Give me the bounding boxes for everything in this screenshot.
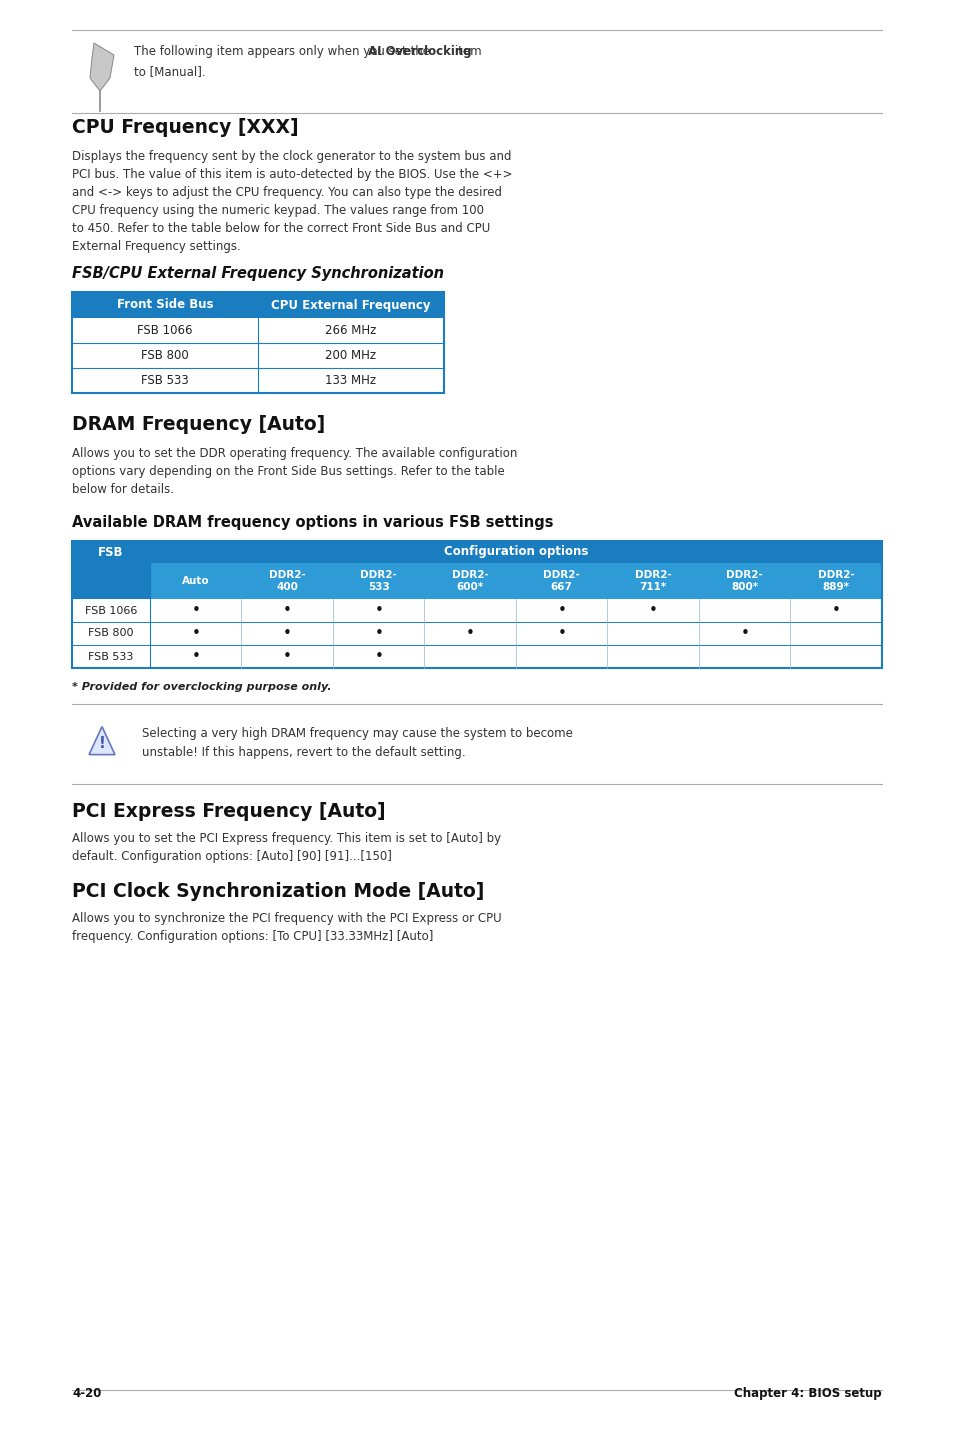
Text: Front Side Bus: Front Side Bus bbox=[116, 299, 213, 312]
Text: •: • bbox=[192, 603, 200, 618]
Bar bbox=[71, 344, 443, 368]
Bar bbox=[607, 564, 699, 600]
Text: Displays the frequency sent by the clock generator to the system bus and: Displays the frequency sent by the clock… bbox=[71, 150, 511, 162]
Text: PCI Express Frequency [Auto]: PCI Express Frequency [Auto] bbox=[71, 802, 385, 821]
Text: options vary depending on the Front Side Bus settings. Refer to the table: options vary depending on the Front Side… bbox=[71, 464, 504, 477]
Text: •: • bbox=[465, 626, 475, 641]
Bar bbox=[516, 564, 607, 600]
Text: item: item bbox=[450, 45, 481, 58]
Text: frequency. Configuration options: [To CPU] [33.33MHz] [Auto]: frequency. Configuration options: [To CP… bbox=[71, 930, 433, 943]
Text: FSB 533: FSB 533 bbox=[141, 374, 189, 387]
Bar bbox=[333, 564, 424, 600]
Text: 200 MHz: 200 MHz bbox=[325, 349, 376, 362]
Text: 4-20: 4-20 bbox=[71, 1388, 101, 1401]
Bar bbox=[71, 541, 882, 564]
Text: PCI Clock Synchronization Mode [Auto]: PCI Clock Synchronization Mode [Auto] bbox=[71, 881, 484, 902]
Text: DDR2-
600*: DDR2- 600* bbox=[452, 571, 488, 592]
Text: •: • bbox=[374, 649, 383, 664]
Bar bbox=[71, 368, 443, 393]
Text: •: • bbox=[192, 649, 200, 664]
Text: DDR2-
889*: DDR2- 889* bbox=[817, 571, 854, 592]
Text: •: • bbox=[557, 626, 565, 641]
Bar bbox=[71, 564, 150, 600]
Bar bbox=[71, 541, 882, 669]
Text: 266 MHz: 266 MHz bbox=[325, 324, 376, 336]
Text: FSB 800: FSB 800 bbox=[141, 349, 189, 362]
Text: Auto: Auto bbox=[182, 577, 210, 587]
Text: •: • bbox=[557, 603, 565, 618]
Bar bbox=[71, 623, 882, 646]
Text: Allows you to synchronize the PCI frequency with the PCI Express or CPU: Allows you to synchronize the PCI freque… bbox=[71, 912, 501, 925]
Text: Available DRAM frequency options in various FSB settings: Available DRAM frequency options in vari… bbox=[71, 515, 553, 531]
Text: Allows you to set the DDR operating frequency. The available configuration: Allows you to set the DDR operating freq… bbox=[71, 447, 517, 460]
Text: Chapter 4: BIOS setup: Chapter 4: BIOS setup bbox=[734, 1388, 882, 1401]
Polygon shape bbox=[89, 726, 115, 755]
Bar bbox=[71, 292, 443, 318]
Text: FSB 1066: FSB 1066 bbox=[137, 324, 193, 336]
Text: FSB: FSB bbox=[98, 545, 124, 558]
Text: !: ! bbox=[98, 736, 106, 752]
Bar bbox=[71, 600, 882, 623]
Text: DDR2-
400: DDR2- 400 bbox=[269, 571, 305, 592]
Polygon shape bbox=[90, 43, 113, 91]
Text: DRAM Frequency [Auto]: DRAM Frequency [Auto] bbox=[71, 416, 325, 434]
Text: •: • bbox=[740, 626, 748, 641]
Text: •: • bbox=[192, 626, 200, 641]
Text: and <-> keys to adjust the CPU frequency. You can also type the desired: and <-> keys to adjust the CPU frequency… bbox=[71, 186, 501, 198]
Text: DDR2-
711*: DDR2- 711* bbox=[634, 571, 671, 592]
Text: CPU frequency using the numeric keypad. The values range from 100: CPU frequency using the numeric keypad. … bbox=[71, 204, 483, 217]
Text: AI Overclocking: AI Overclocking bbox=[368, 45, 472, 58]
Text: FSB 533: FSB 533 bbox=[89, 651, 133, 661]
Text: •: • bbox=[282, 626, 292, 641]
Text: FSB/CPU External Frequency Synchronization: FSB/CPU External Frequency Synchronizati… bbox=[71, 266, 443, 280]
Text: below for details.: below for details. bbox=[71, 483, 173, 496]
Text: DDR2-
667: DDR2- 667 bbox=[543, 571, 579, 592]
Text: FSB 800: FSB 800 bbox=[89, 628, 133, 638]
Text: •: • bbox=[374, 626, 383, 641]
Text: •: • bbox=[374, 603, 383, 618]
Text: External Frequency settings.: External Frequency settings. bbox=[71, 240, 240, 253]
Bar bbox=[424, 564, 516, 600]
Text: •: • bbox=[282, 603, 292, 618]
Text: •: • bbox=[648, 603, 657, 618]
Text: 133 MHz: 133 MHz bbox=[325, 374, 376, 387]
Bar bbox=[71, 318, 443, 344]
Bar bbox=[71, 646, 882, 669]
Text: default. Configuration options: [Auto] [90] [91]...[150]: default. Configuration options: [Auto] [… bbox=[71, 850, 392, 863]
Text: Selecting a very high DRAM frequency may cause the system to become: Selecting a very high DRAM frequency may… bbox=[142, 728, 572, 741]
Text: DDR2-
800*: DDR2- 800* bbox=[725, 571, 762, 592]
Text: Configuration options: Configuration options bbox=[443, 545, 588, 558]
Text: PCI bus. The value of this item is auto-detected by the BIOS. Use the <+>: PCI bus. The value of this item is auto-… bbox=[71, 168, 512, 181]
Text: Allows you to set the PCI Express frequency. This item is set to [Auto] by: Allows you to set the PCI Express freque… bbox=[71, 833, 500, 846]
Bar bbox=[150, 564, 241, 600]
Text: FSB 1066: FSB 1066 bbox=[85, 605, 137, 615]
Bar bbox=[790, 564, 882, 600]
Text: * Provided for overclocking purpose only.: * Provided for overclocking purpose only… bbox=[71, 682, 331, 692]
Bar bbox=[71, 292, 443, 393]
Text: The following item appears only when you set the: The following item appears only when you… bbox=[133, 45, 434, 58]
Bar bbox=[241, 564, 333, 600]
Text: •: • bbox=[831, 603, 840, 618]
Text: CPU External Frequency: CPU External Frequency bbox=[271, 299, 431, 312]
Bar bbox=[699, 564, 790, 600]
Text: •: • bbox=[282, 649, 292, 664]
Text: to [Manual].: to [Manual]. bbox=[133, 65, 206, 78]
Text: DDR2-
533: DDR2- 533 bbox=[360, 571, 396, 592]
Text: unstable! If this happens, revert to the default setting.: unstable! If this happens, revert to the… bbox=[142, 746, 465, 759]
Text: to 450. Refer to the table below for the correct Front Side Bus and CPU: to 450. Refer to the table below for the… bbox=[71, 221, 490, 234]
Text: CPU Frequency [XXX]: CPU Frequency [XXX] bbox=[71, 118, 298, 137]
